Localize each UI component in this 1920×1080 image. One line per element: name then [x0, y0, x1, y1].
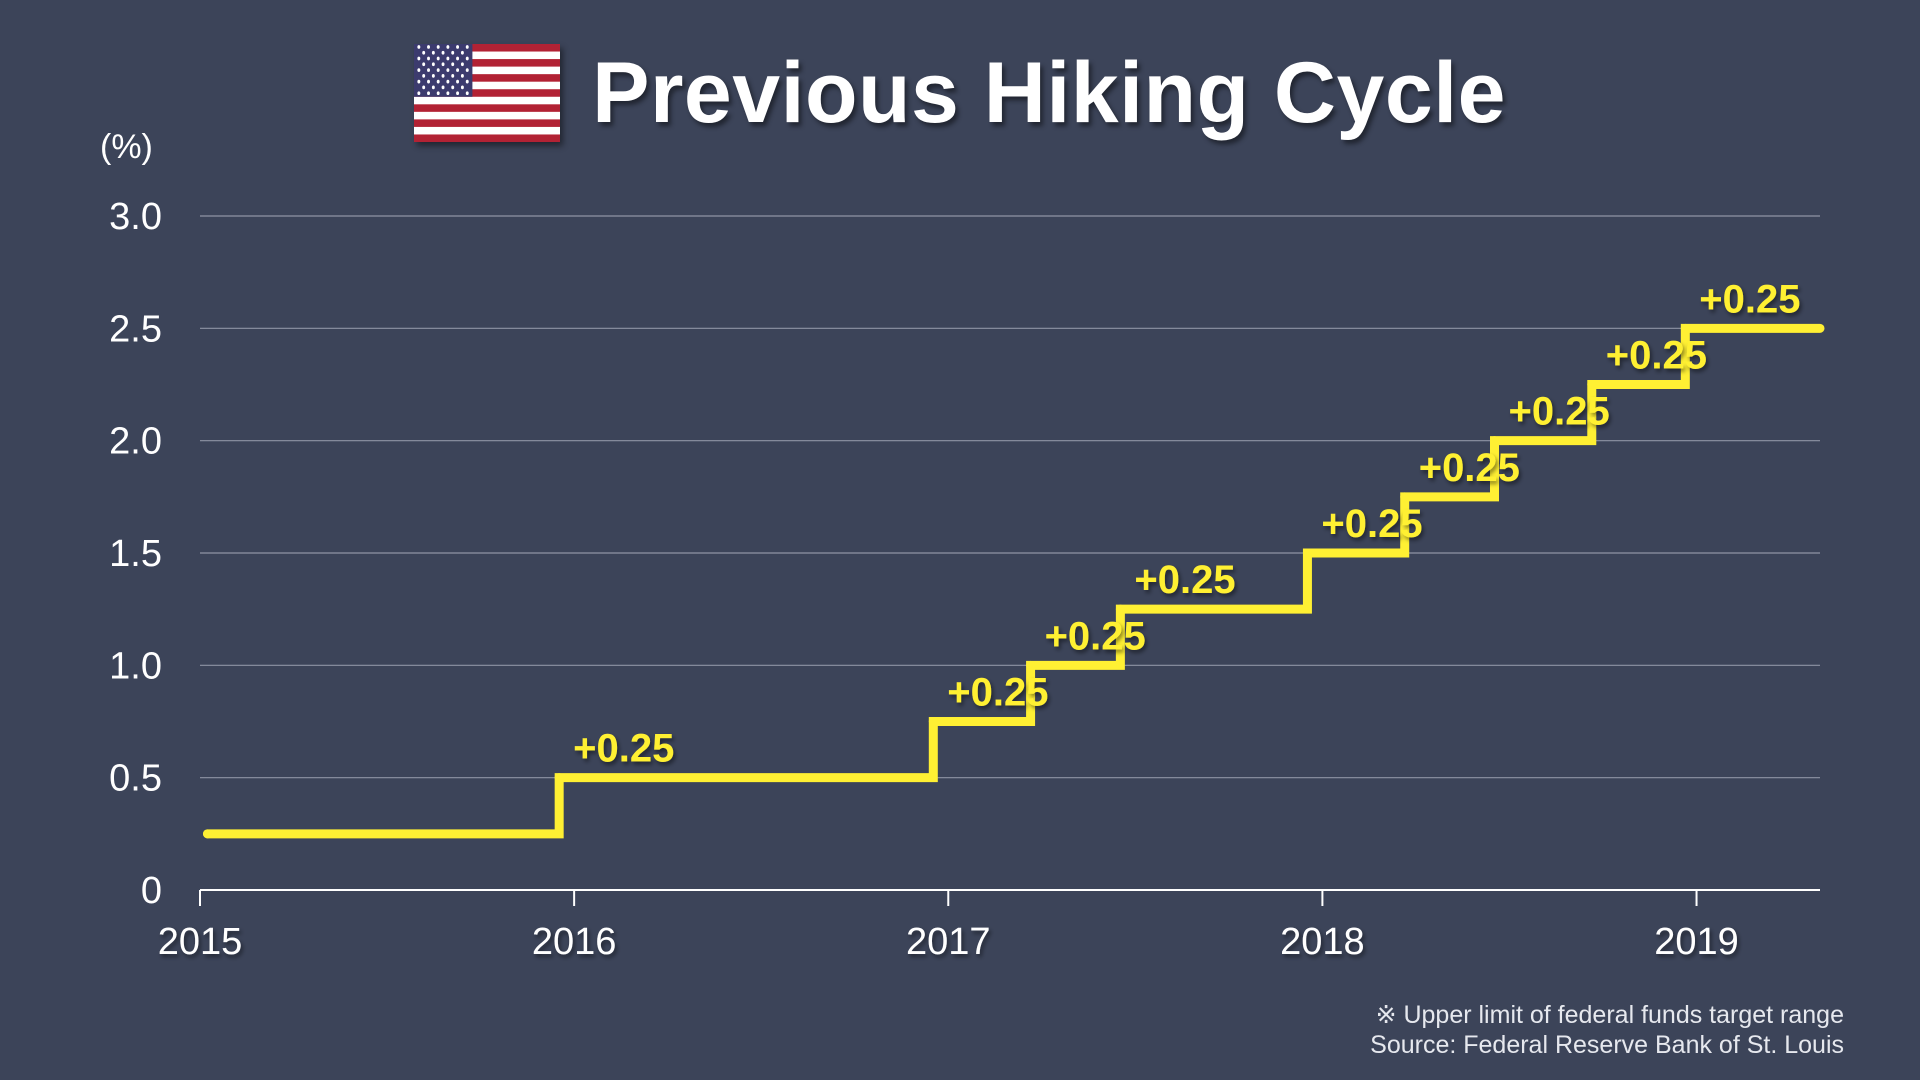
data-label: +0.25	[1045, 614, 1146, 658]
flag-star	[451, 73, 455, 78]
x-tick-label: 2018	[1280, 921, 1365, 963]
x-tick-label: 2015	[158, 921, 243, 963]
data-label: +0.25	[1509, 390, 1610, 434]
flag-star	[417, 45, 421, 49]
flag-star	[446, 56, 450, 61]
flag-star	[431, 73, 435, 78]
flag-star	[417, 91, 421, 96]
y-tick-label: 1.0	[109, 645, 162, 687]
flag-star	[456, 91, 460, 96]
flag-star	[456, 79, 460, 84]
x-tick-label: 2017	[906, 921, 991, 963]
flag-star	[456, 68, 460, 72]
flag-star	[465, 56, 469, 61]
flag-star	[436, 56, 440, 61]
flag-star	[441, 85, 445, 90]
flag-star	[441, 73, 445, 78]
flag-star	[451, 50, 455, 55]
flag-star	[427, 79, 431, 84]
data-point	[928, 717, 938, 726]
flag-star	[465, 79, 469, 84]
data-label: +0.25	[1134, 558, 1235, 602]
flag-star	[441, 62, 445, 67]
data-point	[202, 829, 212, 839]
flag-star	[436, 45, 440, 49]
data-label: +0.25	[573, 727, 674, 771]
flag-star	[465, 91, 469, 96]
data-label: +0.25	[1699, 277, 1800, 321]
flag-star	[431, 62, 435, 67]
data-label: +0.25	[1606, 334, 1707, 378]
flag-star	[456, 56, 460, 61]
series	[202, 323, 1825, 839]
flag-star	[461, 85, 464, 90]
footnote: ※ Upper limit of federal funds target ra…	[1375, 1001, 1844, 1029]
flag-star	[422, 62, 426, 67]
flag-star	[436, 79, 440, 84]
flag-star	[427, 91, 431, 96]
x-tick-label: 2019	[1654, 921, 1739, 963]
flag-star	[422, 85, 426, 90]
data-point	[1302, 548, 1312, 558]
flag-star	[422, 50, 426, 55]
page-title: Previous Hiking Cycle	[592, 44, 1506, 141]
step-line	[202, 323, 1825, 839]
data-point	[1680, 323, 1690, 333]
flag-star	[427, 56, 431, 61]
flag-star	[446, 79, 450, 84]
flag-star	[431, 85, 435, 90]
flag-star	[446, 91, 450, 96]
flag-star	[461, 62, 464, 67]
data-point	[1026, 660, 1036, 670]
data-point	[1400, 492, 1410, 502]
flag-star	[446, 68, 450, 72]
flag-star	[461, 50, 464, 55]
flag-star	[427, 68, 431, 72]
flag-star	[461, 73, 464, 78]
flag-star	[417, 79, 421, 84]
footnotes: ※ Upper limit of federal funds target ra…	[1370, 1000, 1844, 1060]
flag-star	[436, 91, 440, 96]
y-tick-label: 2.0	[109, 421, 162, 463]
y-tick-label: 0	[141, 870, 162, 912]
flag-star	[417, 68, 421, 72]
source-note: Source: Federal Reserve Bank of St. Loui…	[1370, 1031, 1844, 1059]
data-point	[554, 773, 564, 783]
flag-star	[446, 45, 450, 49]
flag-star	[436, 68, 440, 72]
flag-star	[451, 62, 455, 67]
flag-star	[441, 50, 445, 55]
axes: 0 0.5 1.0 1.5 2.0 2.5 3.0 (%) 2015 2016 2017 2018 20…	[100, 128, 1820, 963]
x-tick-label: 2016	[532, 921, 617, 963]
y-tick-label: 3.0	[109, 196, 162, 238]
flag-star	[431, 50, 435, 55]
flag-star	[417, 56, 421, 61]
data-label: +0.25	[1419, 446, 1520, 490]
y-tick-label: 0.5	[109, 758, 162, 800]
flag-star	[456, 45, 460, 49]
flag-star	[465, 45, 469, 49]
flag-star	[465, 68, 469, 72]
us-flag-icon	[414, 44, 561, 142]
y-tick-label: 1.5	[109, 533, 162, 575]
data-label: +0.25	[1321, 502, 1422, 546]
flag-star	[451, 85, 455, 90]
data-point	[1587, 380, 1597, 389]
flag-star	[422, 73, 426, 78]
data-labels: +0.25 +0.25 +0.25 +0.25 +0.25 +0.25 +0.25 +0.25…	[573, 277, 1800, 770]
y-axis-label: (%)	[100, 128, 153, 166]
data-label: +0.25	[947, 671, 1048, 715]
data-point	[1490, 436, 1500, 446]
grid-lines	[200, 215, 1820, 779]
flag-star	[427, 45, 431, 49]
data-point	[1115, 604, 1125, 614]
y-tick-label: 2.5	[109, 308, 162, 350]
header: Previous Hiking Cycle	[0, 38, 1920, 148]
